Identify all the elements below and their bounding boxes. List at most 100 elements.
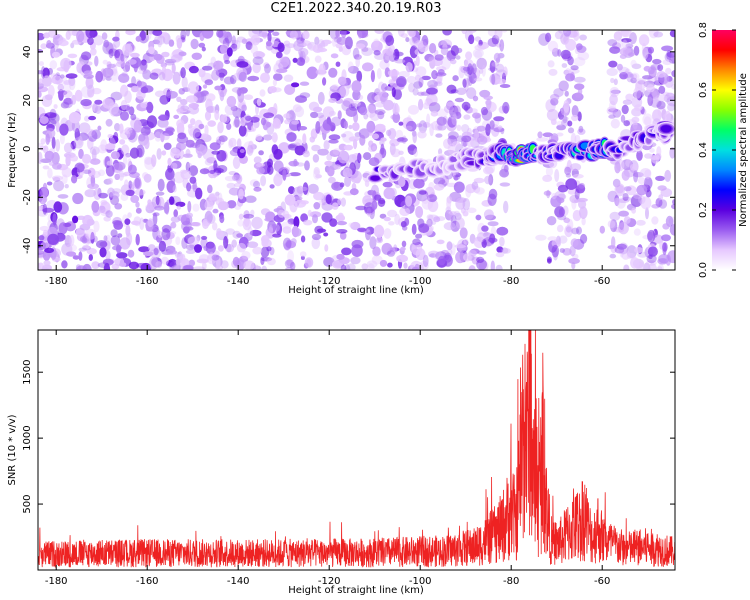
heatmap-cell	[171, 54, 183, 62]
heatmap-cell	[330, 53, 339, 59]
heatmap-cell	[296, 57, 306, 66]
heatmap-cell	[102, 59, 109, 65]
heatmap-cell	[371, 255, 383, 265]
heatmap-cell	[57, 83, 65, 92]
heatmap-cell	[242, 218, 252, 231]
heatmap-cell	[579, 206, 588, 219]
heatmap-cell	[291, 225, 299, 238]
heatmap-cell	[143, 251, 154, 257]
heatmap-cell	[335, 214, 346, 222]
heatmap-cell	[465, 51, 473, 60]
heatmap-cell	[644, 116, 652, 126]
heatmap-cell	[446, 241, 453, 251]
heatmap-cell	[418, 77, 424, 88]
heatmap-cell	[651, 229, 656, 239]
heatmap-cell	[558, 80, 569, 92]
heatmap-cell	[672, 199, 675, 205]
heatmap-cell	[159, 95, 170, 105]
heatmap-cell	[393, 51, 404, 57]
heatmap-cell	[574, 188, 580, 200]
heatmap-cell	[178, 88, 186, 95]
heatmap-cell	[461, 124, 470, 133]
heatmap-cell	[429, 192, 437, 203]
heatmap-cell	[86, 61, 93, 66]
heatmap-cell	[222, 31, 231, 38]
heatmap-cell	[51, 51, 61, 58]
heatmap-cell	[67, 53, 78, 59]
heatmap-cell	[311, 237, 321, 250]
heatmap-cell	[668, 58, 675, 64]
heatmap-cell	[638, 34, 650, 47]
heatmap-cell	[619, 47, 631, 56]
heatmap-cell	[550, 133, 559, 143]
heatmap-cell	[149, 256, 159, 270]
heatmap-cell	[335, 30, 341, 39]
heatmap-cell	[433, 177, 446, 185]
heatmap-cell	[69, 234, 75, 247]
heatmap-cell	[153, 247, 159, 256]
heatmap-cell	[337, 198, 343, 206]
heatmap-cell	[422, 38, 428, 46]
heatmap-cell	[107, 134, 113, 139]
heatmap-cell	[264, 63, 271, 74]
heatmap-cell	[496, 226, 509, 236]
heatmap-cell	[124, 61, 131, 72]
heatmap-cell	[322, 77, 327, 86]
heatmap-cell	[621, 249, 631, 260]
heatmap-cell	[282, 169, 287, 181]
heatmap-cell	[151, 154, 157, 167]
heatmap-cell	[573, 57, 586, 67]
heatmap-cell	[391, 87, 396, 98]
heatmap-cell	[329, 149, 341, 157]
heatmap-cell	[571, 227, 580, 235]
heatmap-cell	[260, 256, 265, 266]
heatmap-cell	[422, 122, 431, 128]
heatmap-cell	[564, 90, 569, 97]
heatmap-cell	[558, 207, 565, 217]
heatmap-cell	[143, 173, 152, 183]
heatmap-cell	[557, 214, 567, 221]
heatmap-cell	[647, 94, 654, 106]
heatmap-cell	[68, 111, 81, 124]
heatmap-cell	[633, 87, 642, 99]
heatmap-cell	[140, 59, 147, 72]
heatmap-cell	[362, 195, 373, 207]
heatmap-cell	[484, 175, 492, 185]
heatmap-cell	[554, 30, 564, 40]
heatmap-cell	[317, 91, 325, 105]
heatmap-cell	[462, 210, 469, 217]
heatmap-cell	[631, 116, 640, 123]
heatmap-cell	[283, 214, 292, 219]
heatmap-cell	[58, 40, 69, 47]
heatmap-cell	[283, 113, 292, 119]
heatmap-cell	[236, 242, 247, 253]
heatmap-cell	[377, 111, 385, 120]
heatmap-cell	[347, 61, 354, 73]
heatmap-cell	[363, 152, 372, 161]
heatmap-cell	[166, 232, 175, 240]
heatmap-cell	[43, 32, 51, 39]
heatmap-cell	[39, 145, 47, 151]
heatmap-cell	[671, 70, 675, 78]
heatmap-cell	[340, 133, 347, 138]
heatmap-cell	[626, 71, 634, 83]
heatmap-cell	[314, 55, 322, 63]
heatmap-cell	[232, 230, 241, 239]
heatmap-cell	[253, 156, 262, 164]
heatmap-cell	[289, 30, 298, 40]
heatmap-cell	[413, 81, 423, 89]
heatmap-cell	[124, 218, 131, 225]
heatmap-cell	[366, 120, 376, 133]
heatmap-cell	[212, 222, 218, 231]
heatmap-cell	[429, 43, 437, 54]
heatmap-cell	[398, 121, 404, 126]
heatmap-cell	[468, 265, 476, 270]
heatmap-cell	[379, 91, 389, 102]
heatmap-cell	[110, 91, 123, 101]
heatmap-cell	[303, 219, 313, 226]
heatmap-cell	[348, 222, 355, 228]
heatmap-cell	[200, 237, 208, 249]
heatmap-cell	[110, 112, 120, 117]
heatmap-cell	[80, 99, 92, 107]
heatmap-cell	[190, 118, 196, 126]
